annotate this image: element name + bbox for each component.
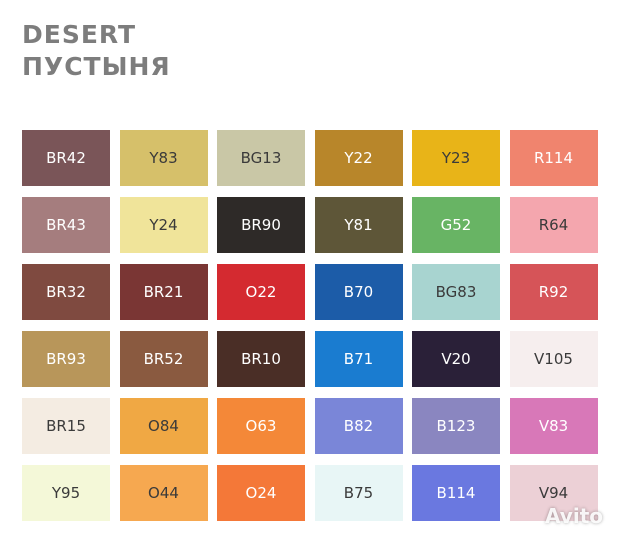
swatch: BR42 [22,130,110,186]
swatch: O22 [217,264,305,320]
swatch: B75 [314,465,403,521]
swatch: V105 [509,331,598,387]
swatch: G52 [412,197,500,253]
swatch: B114 [412,465,500,521]
swatch: BR32 [22,264,110,320]
swatch: O44 [119,465,208,521]
swatch: BR15 [22,398,110,454]
swatch: BR10 [217,331,305,387]
swatch: BG83 [412,264,500,320]
swatch: BG13 [217,130,305,186]
swatch: V20 [412,331,500,387]
swatch: R64 [509,197,598,253]
swatch: O24 [217,465,305,521]
watermark: Avito [545,504,603,528]
swatch: Y81 [314,197,403,253]
swatch: O84 [119,398,208,454]
swatch: BR21 [119,264,208,320]
subtitle: ПУСТЫНЯ [22,52,171,81]
swatch: BR52 [119,331,208,387]
swatch: B70 [314,264,403,320]
swatch: R114 [509,130,598,186]
swatch: R92 [509,264,598,320]
swatch: B82 [314,398,403,454]
swatch: BR93 [22,331,110,387]
swatch: O63 [217,398,305,454]
swatch: V83 [509,398,598,454]
swatch: Y23 [412,130,500,186]
title: DESERT [22,20,137,49]
swatch: Y24 [119,197,208,253]
swatch: Y22 [314,130,403,186]
swatch: V94 [509,465,598,521]
swatch: BR90 [217,197,305,253]
swatch: Y83 [119,130,208,186]
swatch: BR43 [22,197,110,253]
swatch: B71 [314,331,403,387]
swatch: B123 [412,398,500,454]
swatch: Y95 [22,465,110,521]
